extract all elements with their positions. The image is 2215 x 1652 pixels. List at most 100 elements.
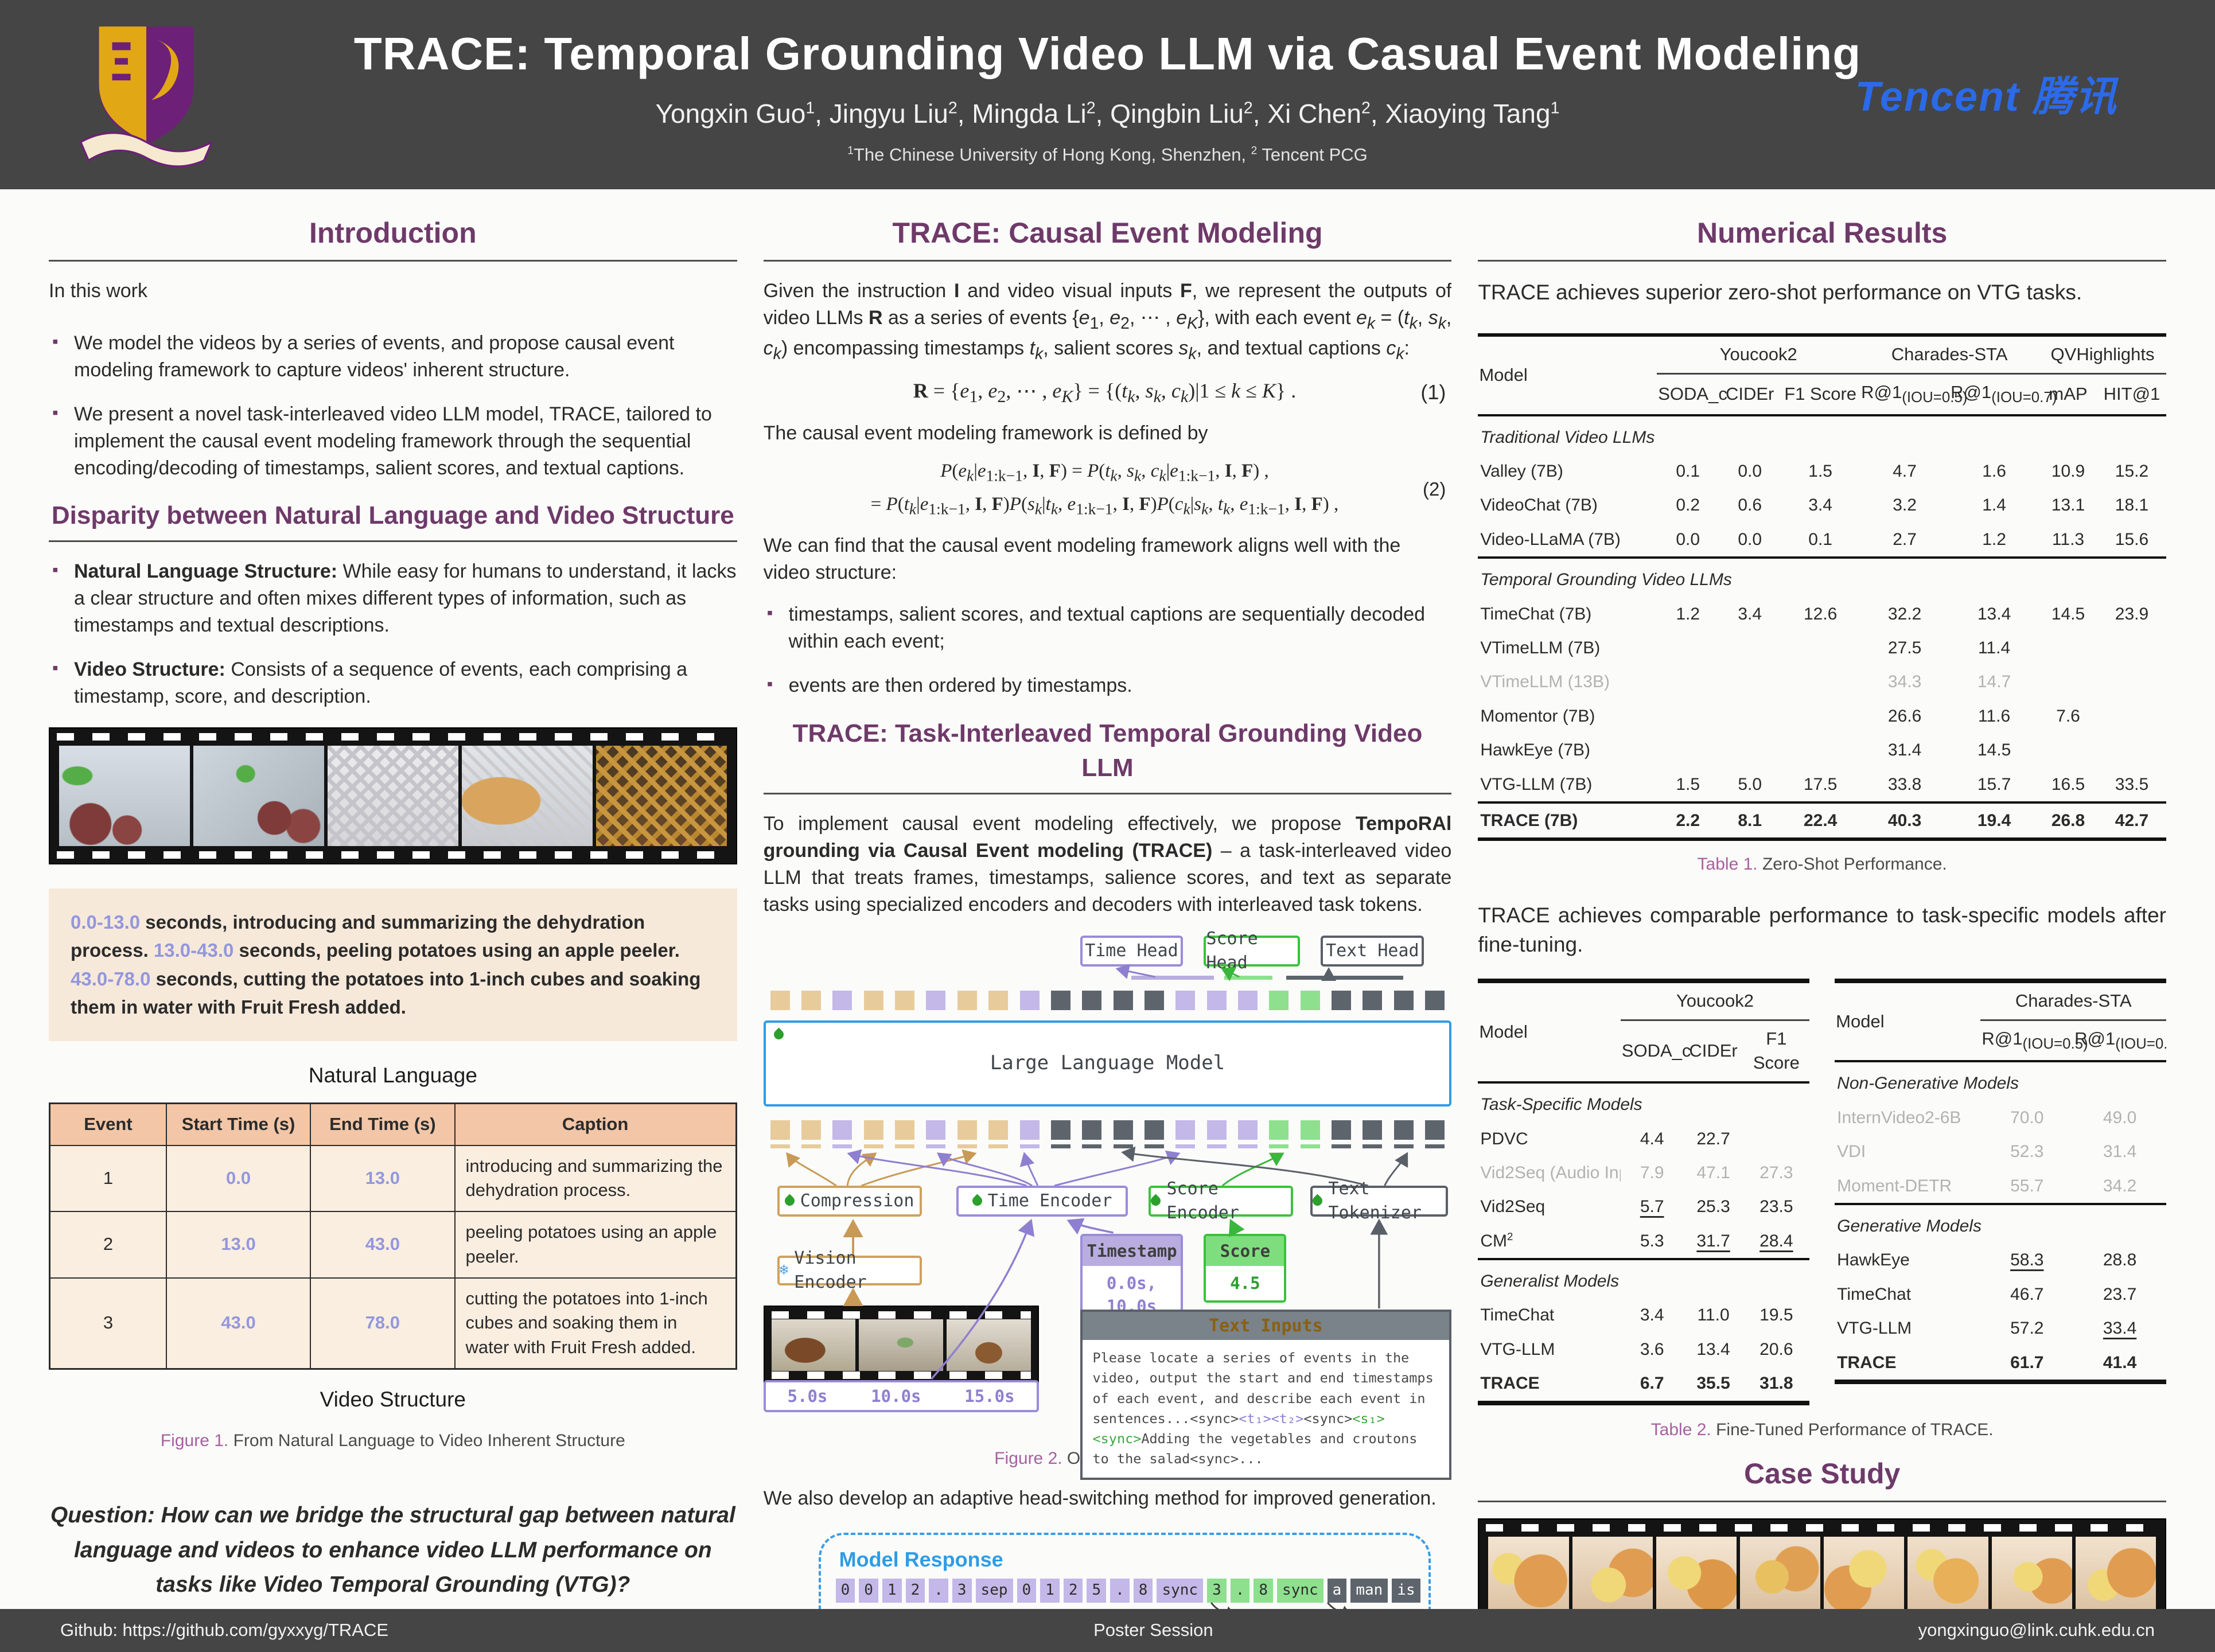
finetuned-youcook2-body: Task-Specific Models PDVC 4.4 22.7 Vid2Seq (…: [1478, 1082, 1810, 1403]
session-label: Poster Session: [1093, 1620, 1213, 1641]
event-table-header: Caption: [454, 1102, 737, 1146]
table1-caption-label: Table 1.: [1697, 855, 1758, 874]
zero-shot-table: Model Youcook2 Charades-STA QVHighlights…: [1478, 333, 2166, 841]
research-question: Question: How can we bridge the structur…: [50, 1503, 735, 1598]
subcol-header: F1 Score: [1784, 383, 1857, 404]
figure1-caption: Figure 1. From Natural Language to Video…: [160, 1431, 625, 1450]
poster-affiliations: 1The Chinese University of Hong Kong, Sh…: [847, 144, 1368, 165]
model-column-header: Model: [1479, 364, 1528, 385]
subcol-header: CIDEr: [1689, 1040, 1738, 1061]
video-frame: [461, 745, 593, 846]
figure2-filmstrip: [763, 1305, 1039, 1385]
video-frame: [859, 1319, 943, 1371]
vision-encoder-box: ❄ Vision Encoder: [777, 1248, 922, 1292]
intro-bullet: We model the videos by a series of event…: [49, 330, 737, 384]
task-llm-paragraph: To implement causal event modeling effec…: [763, 813, 1452, 915]
input-token-row: [770, 1120, 1445, 1140]
video-frame: [327, 745, 458, 846]
figure1-caption-label: Figure 1.: [160, 1431, 229, 1450]
model-response-label: Model Response: [839, 1548, 1003, 1572]
poster-authors: Yongxin Guo1, Jingyu Liu2, Mingda Li2, Q…: [655, 99, 1560, 129]
divider: [763, 260, 1452, 262]
contact-email: yongxinguo@link.cuhk.edu.cn: [1918, 1620, 2155, 1641]
table-row: 2 13.0 43.0 peeling potatoes using an ap…: [49, 1211, 737, 1279]
causal-paragraph: Given the instruction I and video visual…: [763, 280, 1452, 363]
group-header-charades: Charades-STA: [1860, 335, 2039, 375]
event-end: 78.0: [310, 1277, 456, 1370]
causal-paragraph: The causal event modeling framework is d…: [763, 422, 1208, 445]
equation-number: (2): [1422, 478, 1446, 500]
results-statement-1: TRACE achieves superior zero-shot perfor…: [1478, 280, 2082, 304]
github-link: Github: https://github.com/gyxxyg/TRACE: [60, 1620, 389, 1641]
column-right: Numerical Results TRACE achieves superio…: [1478, 201, 2166, 1609]
zero-shot-table-body: Traditional Video LLMs Valley (7B) 0.1 0.0 1…: [1478, 415, 2166, 840]
score-encoder-box: Score Encoder: [1149, 1179, 1294, 1223]
group-header-youcook2: Youcook2: [1657, 335, 1860, 375]
table-row: 3 43.0 78.0 cutting the potatoes into 1-…: [49, 1277, 737, 1370]
subcol-header: F1 Score: [1753, 1028, 1800, 1073]
disparity-bullet: Video Structure: Consists of a sequence …: [49, 656, 737, 710]
intro-bullets: We model the videos by a series of event…: [49, 330, 737, 482]
adaptive-paragraph: We also develop an adaptive head-switchi…: [763, 1487, 1437, 1510]
figure2-caption-label: Figure 2.: [994, 1448, 1062, 1468]
text-head-box: Text Head: [1321, 935, 1424, 967]
results-heading: Numerical Results: [1697, 217, 1948, 249]
video-frame: [193, 745, 324, 846]
event-table-header: Event: [49, 1102, 167, 1146]
output-token-row: [770, 990, 1445, 1010]
figure1-filmstrip: [49, 727, 737, 864]
group-header-charades: Charades-STA: [1980, 980, 2166, 1021]
poster-header: TRACE: Temporal Grounding Video LLM via …: [0, 0, 2215, 189]
event-caption: peeling potatoes using an apple peeler.: [454, 1211, 737, 1279]
subcol-header: SODA_c: [1658, 383, 1727, 404]
event-id: 2: [49, 1211, 167, 1279]
causal-paragraph: We can find that the causal event modeli…: [763, 535, 1401, 584]
event-table-header: End Time (s): [310, 1102, 456, 1146]
frozen-snowflake-icon: ❄: [779, 1261, 789, 1279]
table2-caption: Table 2. Fine-Tuned Performance of TRACE…: [1650, 1420, 1994, 1439]
divider: [1478, 1501, 2166, 1503]
causal-bullets: timestamps, salient scores, and textual …: [764, 601, 1452, 699]
compression-box: Compression: [777, 1185, 922, 1217]
score-output-bar: [1224, 975, 1273, 980]
cuhk-crest-logo: [80, 26, 212, 167]
frame-timestamps-box: 5.0s 10.0s 15.0s: [763, 1380, 1039, 1412]
event-start: 43.0: [165, 1277, 312, 1370]
subcol-header: HIT@1: [2103, 383, 2160, 404]
trainable-flame-icon: [783, 1194, 797, 1208]
video-frame: [1908, 1537, 1988, 1609]
score-head-box: Score Head: [1204, 929, 1301, 973]
causal-heading: TRACE: Causal Event Modeling: [892, 217, 1323, 249]
event-start: 13.0: [165, 1211, 312, 1279]
column-middle: TRACE: Causal Event Modeling Given the i…: [763, 201, 1452, 1609]
poster-body: Introduction In this work We model the v…: [0, 189, 2215, 1609]
trainable-flame-icon: [970, 1194, 984, 1208]
intro-bullet: We present a novel task-interleaved vide…: [49, 401, 737, 482]
table1-caption: Table 1. Zero-Shot Performance.: [1697, 855, 1947, 874]
response-token-chips: 0 0 1 2. 3 sep 0 1 2 5. 8 sync 3. 8 sync a man is: [835, 1579, 1424, 1603]
causal-bullet: events are then ordered by timestamps.: [764, 672, 1452, 699]
subcol-header: R@1(IOU=0.7): [1951, 381, 2057, 406]
subcol-header: R@1(IOU=0.5): [1982, 1028, 2088, 1052]
poster-footer: Github: https://github.com/gyxxyg/TRACE …: [0, 1609, 2215, 1652]
tencent-logo: Tencent 腾讯: [1855, 74, 2117, 120]
divider: [49, 540, 737, 543]
finetuned-charades-body: Non-Generative Models InternVideo2-6B 70.0…: [1835, 1061, 2166, 1382]
case-study-heading: Case Study: [1743, 1458, 1901, 1490]
case-study-filmstrip: [1478, 1518, 2166, 1609]
causal-bullet: timestamps, salient scores, and textual …: [764, 601, 1452, 655]
text-inputs-box: Text Inputs Please locate a series of ev…: [1080, 1309, 1452, 1480]
figure3-decoding-diagram: Model Response 0 0 1 2. 3 sep 0 1 2 5. 8 sync 3. 8 syn…: [764, 1527, 1452, 1609]
subcol-header: CIDEr: [1725, 383, 1774, 404]
task-llm-heading: TRACE: Task-Interleaved Temporal Groundi…: [792, 719, 1423, 782]
time-output-bar: [1131, 975, 1214, 980]
text-output-bar: [1286, 975, 1404, 980]
video-frame: [595, 745, 727, 846]
video-frame: [1488, 1537, 1569, 1609]
event-table: Event Start Time (s) End Time (s) Captio…: [49, 1102, 737, 1370]
video-frame: [1824, 1537, 1905, 1609]
subcol-header: R@1(IOU=0.5): [1861, 381, 1968, 406]
divider: [49, 260, 737, 262]
event-caption: introducing and summarizing the dehydrat…: [454, 1144, 737, 1213]
video-frame: [59, 745, 190, 846]
